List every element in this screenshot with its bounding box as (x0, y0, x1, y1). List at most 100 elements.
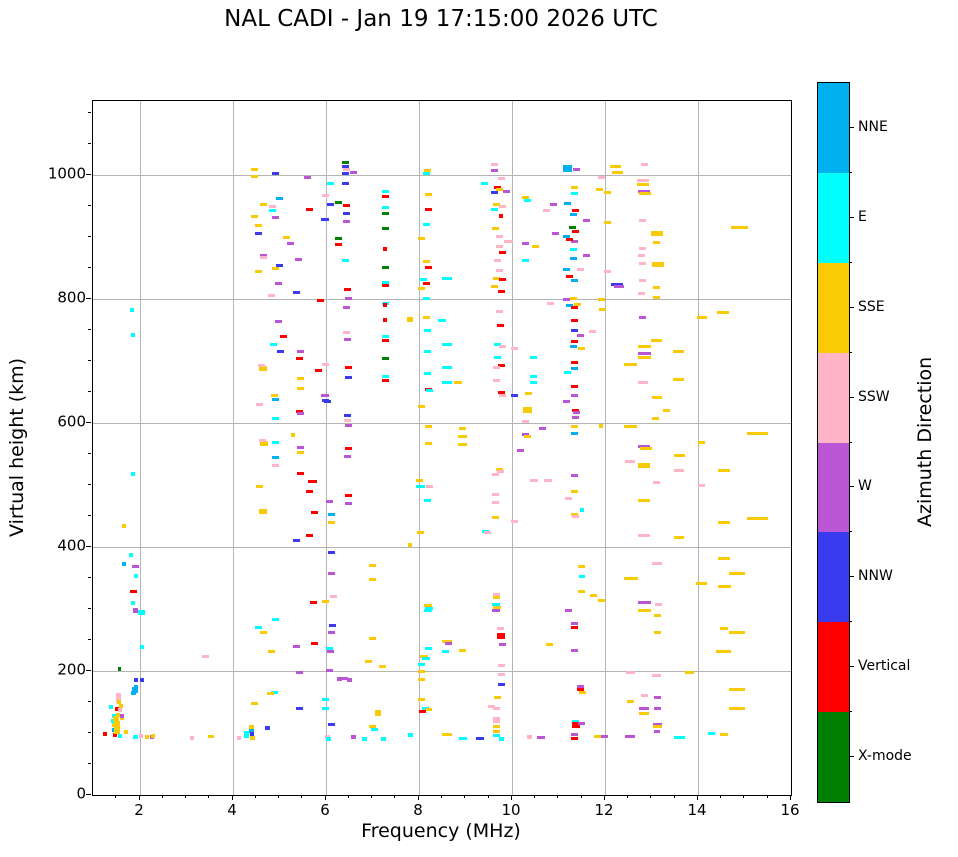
y-minor-tick (88, 639, 91, 640)
y-tick (86, 546, 91, 547)
x-minor-tick (371, 795, 372, 798)
colorbar-segment-ssw (818, 353, 849, 443)
data-point (493, 277, 500, 280)
data-point (306, 490, 313, 493)
data-point (638, 445, 650, 448)
data-point (270, 343, 277, 346)
data-point (459, 737, 467, 740)
data-point (493, 379, 500, 382)
data-point (653, 725, 662, 728)
data-point (674, 736, 685, 739)
data-point (571, 306, 578, 309)
x-tick (604, 795, 605, 800)
data-point (350, 171, 357, 174)
data-point (381, 737, 386, 741)
data-point (638, 601, 651, 604)
data-point (293, 539, 300, 542)
data-point (497, 470, 504, 473)
data-point (499, 737, 504, 741)
data-point (577, 688, 584, 691)
data-point (651, 231, 663, 236)
y-minor-tick (88, 732, 91, 733)
data-point (497, 324, 504, 327)
data-point (382, 375, 389, 378)
x-minor-tick (441, 795, 442, 798)
data-point (328, 631, 335, 634)
y-minor-tick (88, 329, 91, 330)
data-point (640, 447, 652, 450)
data-point (424, 499, 431, 502)
data-point (426, 389, 433, 392)
colorbar-tick-label: W (858, 478, 872, 494)
colorbar-segment-sse (818, 263, 849, 353)
data-point (342, 259, 349, 262)
data-point (133, 608, 138, 613)
data-point (345, 502, 352, 505)
data-point (276, 264, 283, 267)
data-point (382, 266, 389, 269)
data-point (255, 232, 262, 235)
data-point (570, 257, 577, 260)
data-point (720, 733, 728, 736)
x-tick-label: 6 (320, 801, 330, 819)
data-point (570, 345, 577, 348)
data-point (251, 215, 258, 218)
data-point (571, 626, 578, 629)
data-point (383, 318, 387, 322)
data-point (570, 248, 577, 251)
data-point (564, 202, 571, 205)
data-point (571, 490, 578, 493)
colorbar-tick-label: Vertical (858, 658, 911, 674)
data-point (685, 671, 694, 674)
data-point (417, 531, 424, 534)
data-point (375, 710, 381, 716)
data-point (134, 574, 138, 578)
data-point (626, 671, 635, 674)
y-minor-tick (88, 360, 91, 361)
data-point (552, 232, 559, 235)
data-point (341, 677, 348, 680)
data-point (351, 735, 356, 739)
data-point (259, 366, 267, 371)
data-point (524, 199, 531, 202)
data-point (573, 411, 580, 414)
data-point (625, 735, 635, 738)
data-point (272, 267, 279, 270)
y-tick (86, 670, 91, 671)
colorbar-tick-label: X-mode (858, 748, 912, 764)
data-point (250, 736, 255, 740)
data-point (272, 464, 279, 467)
data-point (258, 364, 265, 367)
colorbar-boundary-tick (849, 172, 852, 173)
colorbar-tick (849, 307, 854, 308)
data-point (503, 190, 510, 193)
data-point (344, 414, 351, 417)
y-minor-tick (88, 391, 91, 392)
data-point (496, 269, 503, 272)
data-point (572, 230, 579, 233)
data-point (287, 242, 294, 245)
data-point (498, 673, 505, 676)
data-point (275, 320, 282, 323)
data-point (525, 392, 532, 395)
data-point (498, 364, 505, 367)
data-point (493, 730, 500, 733)
data-point (624, 577, 638, 580)
y-tick (86, 422, 91, 423)
data-point (442, 381, 452, 384)
data-point (369, 637, 376, 640)
data-point (652, 674, 661, 677)
data-point (423, 260, 430, 263)
data-point (494, 259, 501, 262)
data-point (598, 298, 605, 301)
data-point (109, 705, 113, 709)
data-point (442, 277, 452, 280)
data-point (544, 479, 552, 482)
data-point (639, 192, 651, 195)
data-point (322, 600, 329, 603)
data-point (494, 696, 501, 699)
data-point (511, 520, 518, 523)
data-point (249, 729, 254, 733)
data-point (638, 352, 651, 355)
